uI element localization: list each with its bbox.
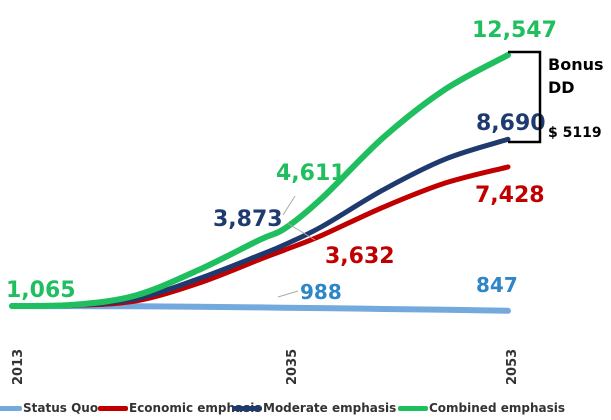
legend-swatch	[98, 405, 128, 411]
data-label: 3,873	[213, 207, 283, 232]
legend-label: Moderate emphasis	[263, 401, 397, 415]
data-label: 3,632	[325, 244, 395, 269]
x-tick-label: 2013	[11, 349, 26, 385]
legend-item: Status Quo	[0, 401, 98, 415]
legend-label: Economic emphasis	[129, 401, 262, 415]
x-tick-label: 2053	[505, 349, 520, 385]
legend-swatch	[398, 405, 428, 411]
data-label: 8,690	[476, 111, 546, 136]
leader-lines	[277, 195, 316, 298]
leader-line-1	[282, 195, 296, 216]
leader-line-3	[277, 290, 299, 298]
x-axis-ticks: 2013 2035 2053	[11, 349, 520, 385]
data-labels: 1,065 988 847 3,873 4,611 3,632 12,547 8,690 7,4…	[6, 18, 557, 304]
data-label: 988	[300, 280, 342, 304]
legend-swatch	[232, 405, 262, 411]
data-label: 847	[476, 273, 518, 297]
series-lines	[9, 52, 511, 314]
data-label: 4,611	[276, 161, 346, 186]
legend-item: Economic emphasis	[98, 401, 262, 415]
legend-item: Combined emphasis	[398, 401, 565, 415]
data-label: 7,428	[475, 183, 545, 208]
line-chart: 1,065 988 847 3,873 4,611 3,632 12,547 8,690 7,4…	[6, 18, 604, 385]
x-tick-label: 2035	[285, 349, 300, 385]
bracket-shape	[508, 50, 542, 144]
annotation-text: Bonus	[548, 55, 604, 74]
annotation-text: $ 5119	[548, 125, 602, 141]
legend-item: Moderate emphasis	[232, 401, 396, 415]
legend: Status Quo Economic emphasis Moderate emph…	[0, 398, 611, 420]
data-label: 12,547	[472, 18, 557, 43]
annotation-text: DD	[548, 78, 575, 97]
legend-label: Combined emphasis	[429, 401, 565, 415]
legend-label: Status Quo	[23, 401, 99, 415]
bonus-bracket: Bonus DD $ 5119	[508, 50, 604, 144]
leader-line-2	[286, 222, 316, 241]
data-label: 1,065	[6, 278, 76, 303]
combined-emphasis-line	[9, 52, 511, 310]
legend-swatch	[0, 405, 22, 411]
